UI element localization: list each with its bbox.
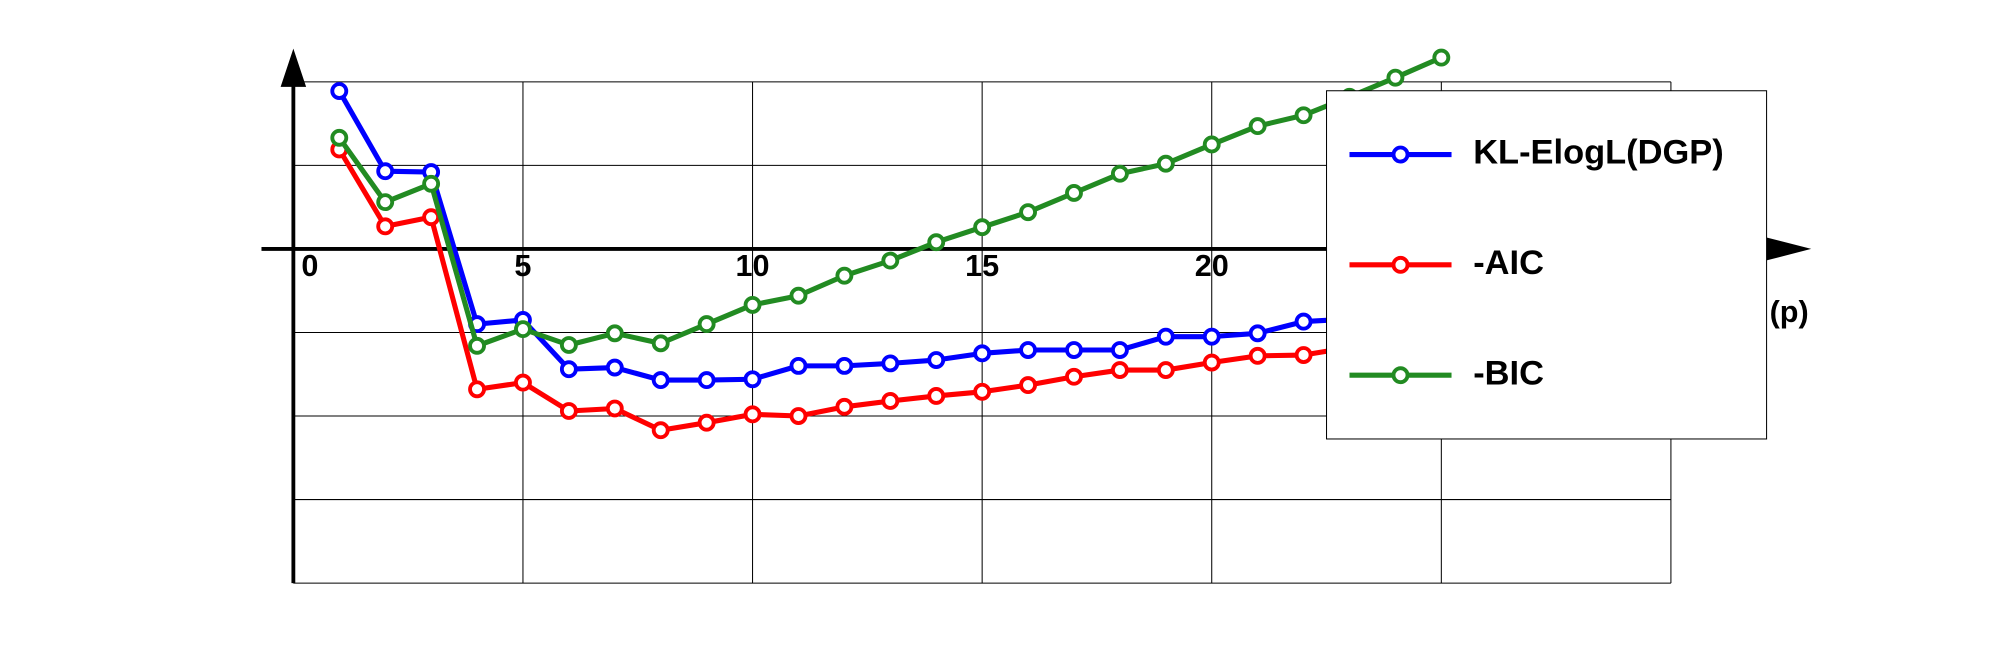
point-marker [1110,361,1129,379]
x-tick-label: 20 [1195,249,1229,283]
point-marker [927,387,946,405]
point-marker [651,421,670,440]
point-marker [605,358,624,377]
point-marker [789,286,808,305]
point-marker [651,371,670,390]
point-marker [743,405,762,424]
series-line [337,148,1442,433]
point-marker [973,382,992,401]
point-marker [605,399,624,418]
point-marker [330,128,349,147]
point-marker [973,344,992,363]
point-marker [743,295,762,314]
point-marker [422,208,441,227]
point-marker [1065,184,1083,202]
point-marker [376,217,395,236]
point-marker [1386,68,1405,87]
point-marker [1110,341,1129,359]
y-axis-arrow [280,48,307,87]
point-marker [1065,367,1083,386]
point-marker [468,380,486,399]
series-line [337,55,1443,349]
point-marker [651,334,670,353]
point-marker [1156,361,1175,379]
point-marker [789,407,808,425]
legend-label: -BIC [1473,354,1544,392]
point-marker [1248,346,1267,365]
point-marker [1294,106,1313,125]
point-marker [835,266,854,285]
point-marker [1110,164,1129,183]
x-tick-label: 10 [736,249,770,283]
x-tick-label: 0 [301,249,318,283]
point-marker [1019,341,1037,359]
point-marker [881,251,900,270]
legend-label: KL-ElogL(DGP) [1473,134,1723,172]
point-marker [697,413,716,432]
point-marker [1202,327,1221,346]
point-marker [743,370,762,389]
point-marker [927,351,946,369]
point-marker [1156,154,1175,173]
point-marker [514,373,532,392]
point-marker [468,336,486,355]
point-marker [1248,324,1267,343]
point-marker [376,193,395,212]
legend-marker [1391,366,1410,385]
x-axis-label: (p) [1770,295,1809,329]
x-tick-label: 5 [514,249,531,283]
point-marker [1202,353,1221,372]
point-marker [1019,203,1037,222]
point-marker [559,360,578,379]
x-axis-arrow [1766,237,1812,261]
legend-marker [1391,145,1410,164]
point-marker [881,392,900,410]
point-marker [1294,346,1313,364]
point-marker [927,233,946,252]
point-marker [973,218,992,237]
legend: KL-ElogL(DGP) -AIC -BIC [1326,90,1768,440]
point-marker [835,397,854,416]
point-marker [697,371,716,390]
point-marker [789,356,808,375]
point-marker [835,356,854,375]
x-tick-label: 15 [965,249,999,283]
point-marker [376,162,395,181]
point-marker [881,354,900,373]
point-marker [1156,327,1175,346]
point-marker [514,320,532,339]
point-marker [1065,341,1083,359]
point-marker [330,82,349,100]
point-marker [605,324,624,343]
point-marker [1202,135,1221,154]
point-marker [697,315,716,334]
point-marker [1294,312,1313,331]
point-marker [559,402,578,420]
point-marker [1248,117,1267,136]
legend-marker [1391,255,1410,274]
point-marker [422,174,441,193]
point-marker [559,336,578,354]
point-marker [1019,376,1037,395]
legend-label: -AIC [1473,244,1544,282]
point-marker [1432,48,1451,67]
